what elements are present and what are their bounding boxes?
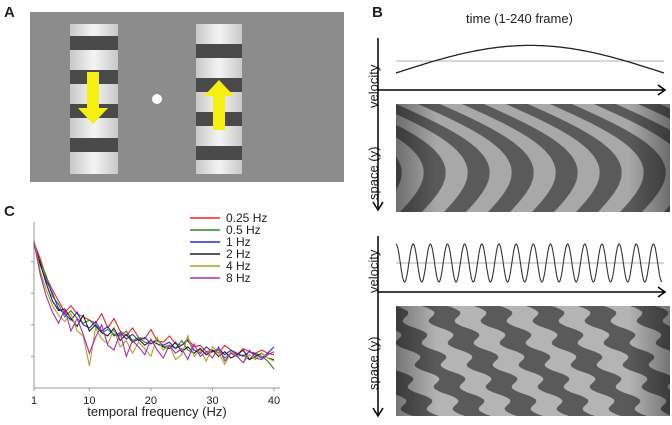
legend-label: 4 Hz [226, 259, 251, 273]
velocity-curve-bottom [395, 243, 663, 283]
fixation-dot [152, 94, 162, 104]
legend-label: 8 Hz [226, 271, 251, 285]
chart-axes [33, 222, 280, 389]
x-axis-label: temporal frequency (Hz) [87, 404, 226, 419]
panel-b-letter: B [372, 4, 383, 21]
x-tick-label: 40 [268, 395, 280, 407]
legend-label: 0.25 Hz [226, 212, 267, 225]
legend-label: 0.5 Hz [226, 223, 261, 237]
series-line-8-Hz [33, 242, 275, 364]
up-arrow-icon [204, 80, 234, 130]
down-arrow-icon [78, 72, 108, 124]
spectrum-chart: 1 10 20 30 40 0.25 Hz0.5 Hz1 Hz2 Hz4 Hz8 Hz … [31, 212, 280, 419]
velocity-plot-top [377, 38, 667, 96]
velocity-plot-bottom [377, 236, 667, 298]
x-tick-label: 10 [83, 395, 95, 407]
velocity-curve-top [395, 44, 665, 74]
series-line-4-Hz [33, 239, 275, 367]
panel-c-letter: C [4, 203, 15, 220]
legend-label: 1 Hz [226, 235, 251, 249]
x-tick-label: 20 [145, 395, 157, 407]
space-time-image-bottom [396, 306, 670, 416]
x-tick-label: 1 [31, 395, 37, 407]
series-line-0-25-Hz [33, 242, 275, 356]
panel-b-figure [372, 38, 670, 418]
x-tick-label: 30 [206, 395, 218, 407]
space-time-image-top [396, 104, 670, 212]
time-axis-label: time (1-240 frame) [466, 11, 573, 26]
left-grating [70, 24, 118, 174]
legend-label: 2 Hz [226, 247, 251, 261]
panel-a-stimulus [30, 12, 344, 182]
panel-a-letter: A [4, 4, 15, 21]
